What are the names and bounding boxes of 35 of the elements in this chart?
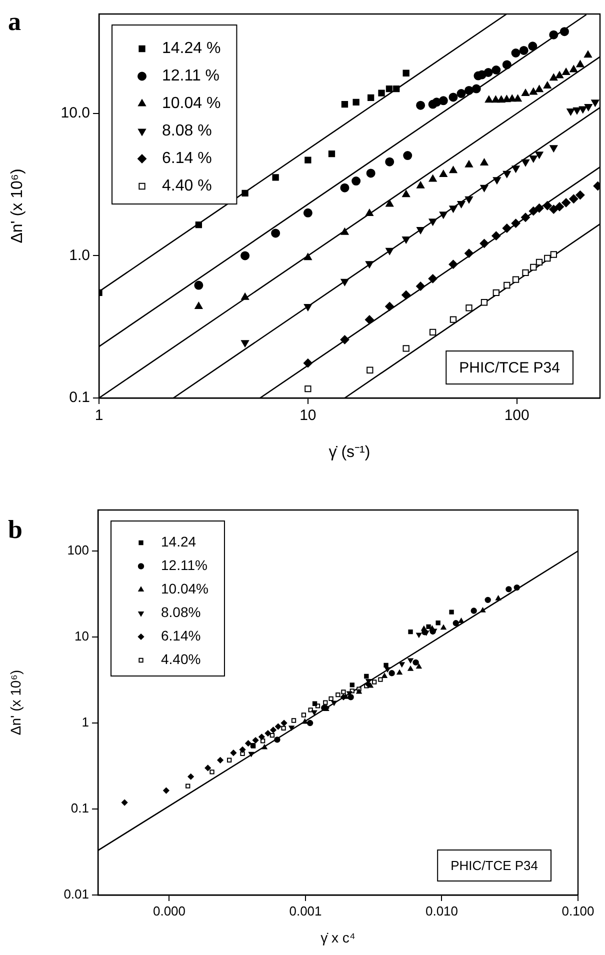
x-tick-label: 10 — [300, 407, 316, 424]
legend-label: 8.08 % — [162, 122, 212, 140]
x-tick-label: 1 — [94, 407, 104, 424]
chart-title: b — [8, 515, 22, 544]
legend-label: 6.14 % — [162, 150, 212, 168]
x-tick-label: 0.100 — [562, 903, 594, 918]
legend-label: 10.04 % — [162, 95, 221, 112]
legend-label: 4.40% — [161, 651, 201, 668]
legend-label: 14.24 — [161, 534, 196, 550]
x-axis-title: γ̇ (s⁻¹) — [328, 444, 370, 461]
y-tick-label: 10 — [74, 628, 89, 644]
legend-label: 4.40 % — [162, 178, 212, 195]
y-tick-label: 1.0 — [69, 246, 90, 264]
legend-label: 8.08% — [161, 604, 201, 620]
legend-label: 12.11% — [161, 557, 208, 574]
y-tick-label: 1 — [82, 714, 89, 730]
annotation: PHIC/TCE P34 — [459, 360, 560, 377]
y-tick-label: 0.1 — [69, 389, 90, 406]
legend-label: 6.14% — [161, 628, 201, 644]
legend-label: 12.11 % — [162, 68, 220, 85]
x-tick-label: 0.001 — [289, 903, 322, 918]
x-tick-label: 100 — [504, 407, 530, 424]
y-tick-label: 10.0 — [60, 104, 90, 122]
annotation: PHIC/TCE P34 — [450, 858, 538, 874]
x-tick-label: 0.010 — [425, 903, 458, 918]
y-tick-label: 0.1 — [70, 800, 89, 816]
x-axis-title: γ̇ x c⁴ — [320, 929, 356, 946]
legend-label: 14.24 % — [162, 40, 221, 58]
legend-label: 10.04% — [161, 580, 208, 597]
x-tick-label: 0.000 — [152, 903, 186, 918]
y-tick-label: 100 — [67, 542, 89, 558]
chart-title: a — [8, 7, 21, 36]
y-axis-title: Δn' (x 10⁶) — [7, 670, 24, 736]
y-axis-title: Δn' (x 10⁶) — [9, 168, 26, 244]
y-tick-label: 0.01 — [64, 886, 89, 902]
